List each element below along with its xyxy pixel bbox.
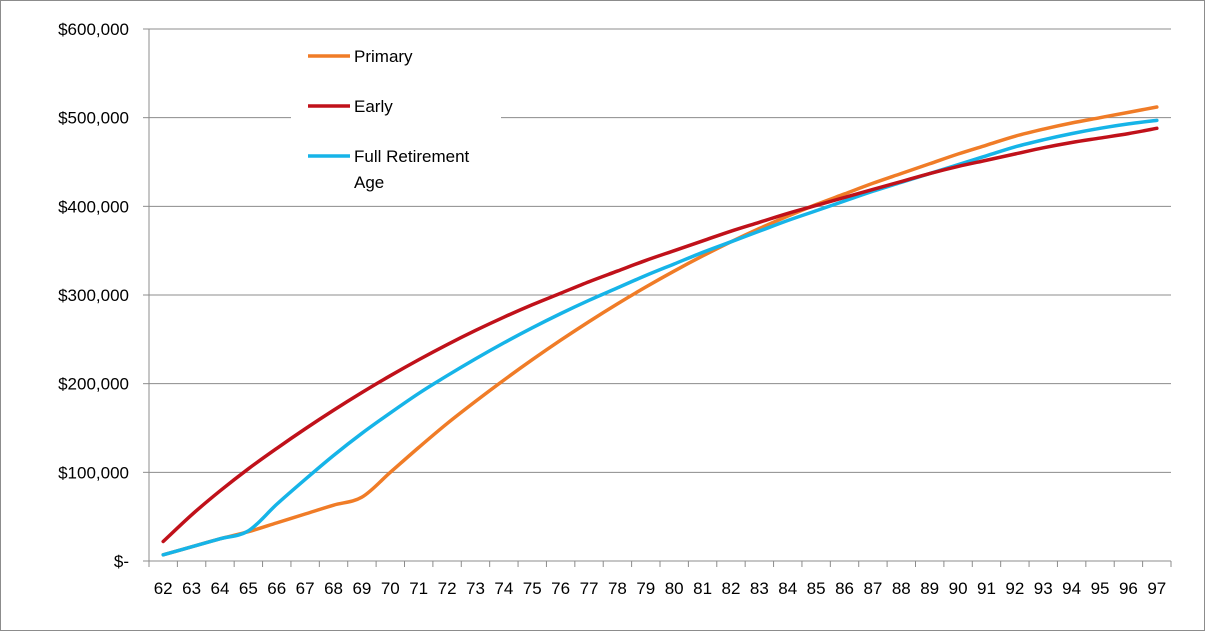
y-tick-label-5: $500,000 [58, 109, 129, 128]
x-tick-label-29: 91 [977, 579, 996, 598]
x-tick-label-20: 82 [722, 579, 741, 598]
legend-label-full-retirement-age: Full Retirement Age [354, 147, 470, 192]
y-tick-label-2: $200,000 [58, 375, 129, 394]
x-tick-label-27: 89 [920, 579, 939, 598]
legend-label-primary: Primary [354, 47, 413, 66]
x-tick-label-19: 81 [693, 579, 712, 598]
x-tick-label-30: 92 [1005, 579, 1024, 598]
y-tick-label-4: $400,000 [58, 197, 129, 216]
x-tick-label-11: 73 [466, 579, 485, 598]
x-tick-label-14: 76 [551, 579, 570, 598]
x-tick-label-6: 68 [324, 579, 343, 598]
x-axis-tick-labels: 62 63 64 65 66 67 68 69 70 71 72 73 74 75 76 77 78 79 80 81… [154, 579, 1167, 598]
x-tick-label-24: 86 [835, 579, 854, 598]
x-tick-label-16: 78 [608, 579, 627, 598]
x-tick-label-10: 72 [438, 579, 457, 598]
x-tick-label-5: 67 [296, 579, 315, 598]
series-line-early [161, 126, 1159, 544]
x-tick-label-26: 88 [892, 579, 911, 598]
x-tick-label-17: 79 [636, 579, 655, 598]
x-tick-label-7: 69 [352, 579, 371, 598]
x-tick-label-22: 84 [778, 579, 797, 598]
x-tick-label-2: 64 [211, 579, 230, 598]
series-line-full-retirement-age [161, 118, 1159, 557]
x-tick-label-8: 70 [381, 579, 400, 598]
x-tick-label-21: 83 [750, 579, 769, 598]
x-tick-label-9: 71 [409, 579, 428, 598]
x-tick-label-15: 77 [580, 579, 599, 598]
x-tick-label-25: 87 [863, 579, 882, 598]
y-tick-label-3: $300,000 [58, 286, 129, 305]
x-tick-label-3: 65 [239, 579, 258, 598]
x-tick-label-18: 80 [665, 579, 684, 598]
x-tick-label-32: 94 [1062, 579, 1081, 598]
series-line-primary [161, 105, 1159, 557]
x-tick-label-12: 74 [494, 579, 513, 598]
axes [143, 28, 1172, 567]
y-tick-label-6: $600,000 [58, 20, 129, 39]
legend: Primary Early Full Retirement Age [291, 39, 501, 199]
y-axis-tick-labels: $- $100,000 $200,000 $300,000 $400,000 $500,0… [58, 20, 129, 571]
x-tick-label-1: 63 [182, 579, 201, 598]
x-tick-label-13: 75 [523, 579, 542, 598]
x-tick-label-34: 96 [1119, 579, 1138, 598]
x-tick-label-28: 90 [949, 579, 968, 598]
x-tick-label-33: 95 [1091, 579, 1110, 598]
x-tick-label-0: 62 [154, 579, 173, 598]
x-tick-label-31: 93 [1034, 579, 1053, 598]
series-lines [161, 105, 1159, 557]
legend-label-early: Early [354, 97, 393, 116]
x-tick-label-23: 85 [807, 579, 826, 598]
legend-box [291, 39, 501, 199]
x-tick-label-35: 97 [1147, 579, 1166, 598]
x-tick-label-4: 66 [267, 579, 286, 598]
y-tick-label-1: $100,000 [58, 463, 129, 482]
y-tick-label-0: $- [114, 552, 129, 571]
